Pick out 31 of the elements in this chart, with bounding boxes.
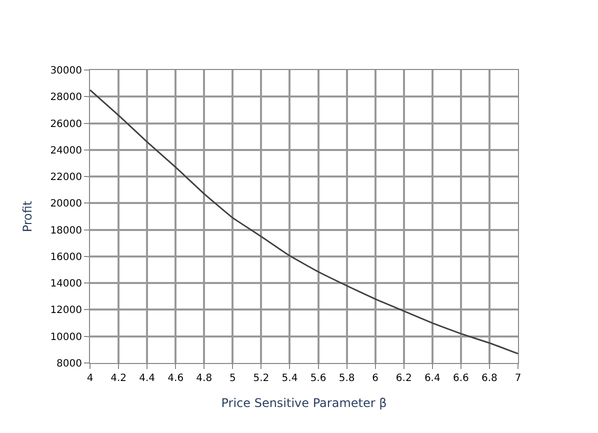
x-tick-label: 4 — [86, 373, 94, 384]
y-tick-label: 28000 — [50, 92, 82, 104]
x-tick-label: 6.6 — [452, 373, 469, 384]
x-tick-label: 6.4 — [424, 373, 440, 384]
x-tick-label: 5 — [229, 373, 236, 384]
y-tick-label: 12000 — [50, 305, 82, 316]
x-tick-label: 5.2 — [253, 373, 270, 384]
x-tick-label: 4.8 — [196, 373, 212, 384]
y-tick-label: 22000 — [50, 172, 82, 184]
y-tick-label: 14000 — [50, 278, 82, 290]
x-tick-label: 4.2 — [110, 373, 126, 384]
x-tick-label: 4.6 — [168, 373, 184, 384]
y-tick-label: 16000 — [50, 252, 82, 263]
y-axis-title: Profit — [20, 200, 34, 232]
y-tick-label: 18000 — [50, 225, 82, 236]
x-axis-title: Price Sensitive Parameter β — [221, 396, 387, 410]
y-tick-label: 10000 — [50, 332, 82, 343]
y-tick-label: 26000 — [50, 118, 82, 130]
x-tick-label: 4.4 — [139, 373, 156, 384]
y-tick-label: 24000 — [50, 145, 82, 156]
line-series — [90, 89, 518, 354]
x-tick-label: 5.8 — [338, 373, 355, 384]
x-tick-label: 6 — [372, 373, 379, 384]
y-tick-label: 20000 — [50, 198, 82, 210]
y-tick-label: 8000 — [56, 358, 82, 370]
y-tick-label: 30000 — [50, 66, 82, 76]
x-tick-label: 7 — [514, 373, 522, 384]
x-tick-label: 6.2 — [396, 373, 412, 384]
x-tick-label: 5.4 — [282, 373, 298, 384]
x-tick-label: 5.6 — [310, 373, 326, 384]
x-tick-label: 6.8 — [482, 373, 498, 384]
